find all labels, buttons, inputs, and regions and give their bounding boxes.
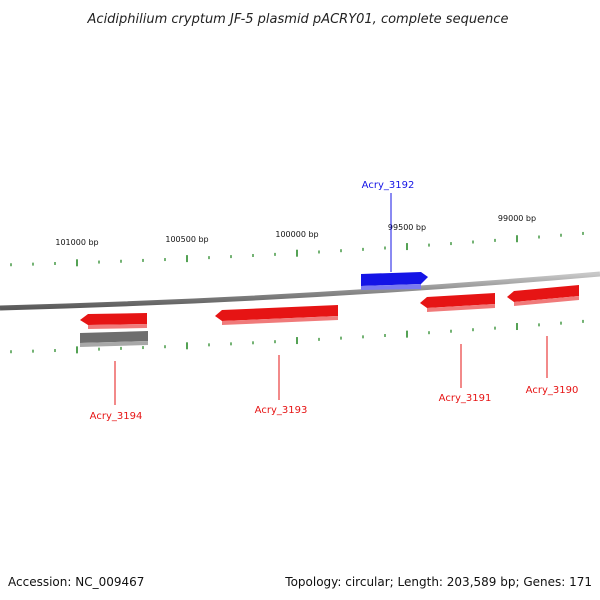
gene-arrow-acry-3192[interactable] <box>361 272 428 286</box>
gene-label-acry-3194: Acry_3194 <box>90 411 143 422</box>
gene-acry-3193[interactable]: Acry_3193 <box>215 305 338 416</box>
bp-label-99500: 99500 bp <box>388 223 426 232</box>
accession-text: Accession: NC_009467 <box>8 575 144 589</box>
bp-label-99000: 99000 bp <box>498 214 536 223</box>
ruler-labels: 101000 bp 100500 bp 100000 bp 99500 bp 9… <box>55 214 536 247</box>
gene-acry-3191[interactable]: Acry_3191 <box>420 293 495 404</box>
plasmid-backbone <box>0 271 600 311</box>
gene-acry-3190[interactable]: Acry_3190 <box>507 285 579 396</box>
bp-label-100000: 100000 bp <box>275 230 318 239</box>
gene-arrow-acry-3194[interactable] <box>80 313 147 325</box>
bp-label-100500: 100500 bp <box>165 235 208 244</box>
gene-label-acry-3193: Acry_3193 <box>255 405 308 416</box>
ruler-ticks-top <box>10 231 584 267</box>
topology-summary: Topology: circular; Length: 203,589 bp; … <box>284 575 592 589</box>
gene-acry-3192[interactable]: Acry_3192 <box>361 180 428 290</box>
gene-arrow-acry-3191[interactable] <box>420 293 495 308</box>
gene-arrow-acry-3190[interactable] <box>507 285 579 302</box>
ruler-ticks-bottom <box>10 319 584 354</box>
gene-label-acry-3190: Acry_3190 <box>526 385 579 396</box>
map-title: Acidiphilium cryptum JF-5 plasmid pACRY0… <box>87 12 509 27</box>
gene-label-acry-3191: Acry_3191 <box>439 393 492 404</box>
feature-grey-bar[interactable] <box>80 331 148 343</box>
gene-arrow-acry-3193[interactable] <box>215 305 338 321</box>
gene-acry-3194[interactable]: Acry_3194 <box>80 313 147 422</box>
bp-label-101000: 101000 bp <box>55 238 98 247</box>
gene-label-acry-3192: Acry_3192 <box>362 180 415 191</box>
feature-grey[interactable] <box>80 331 148 347</box>
